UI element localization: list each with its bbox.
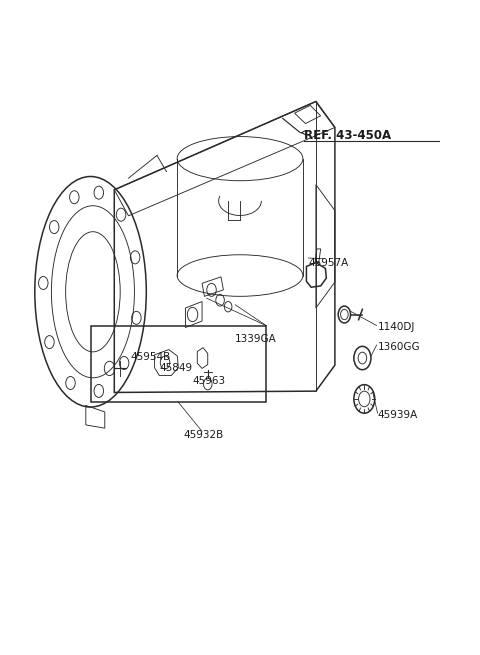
Text: 1140DJ: 1140DJ xyxy=(378,322,415,333)
Text: REF. 43-450A: REF. 43-450A xyxy=(304,130,391,142)
Text: 1339GA: 1339GA xyxy=(235,334,277,344)
Text: 45963: 45963 xyxy=(192,376,226,386)
Text: 45954B: 45954B xyxy=(131,352,171,362)
Text: 45849: 45849 xyxy=(159,363,192,373)
Text: 1360GG: 1360GG xyxy=(378,342,420,352)
Text: 45957A: 45957A xyxy=(309,257,349,267)
Text: 45932B: 45932B xyxy=(183,430,223,440)
Bar xyxy=(91,326,266,402)
Text: 45939A: 45939A xyxy=(378,410,418,420)
